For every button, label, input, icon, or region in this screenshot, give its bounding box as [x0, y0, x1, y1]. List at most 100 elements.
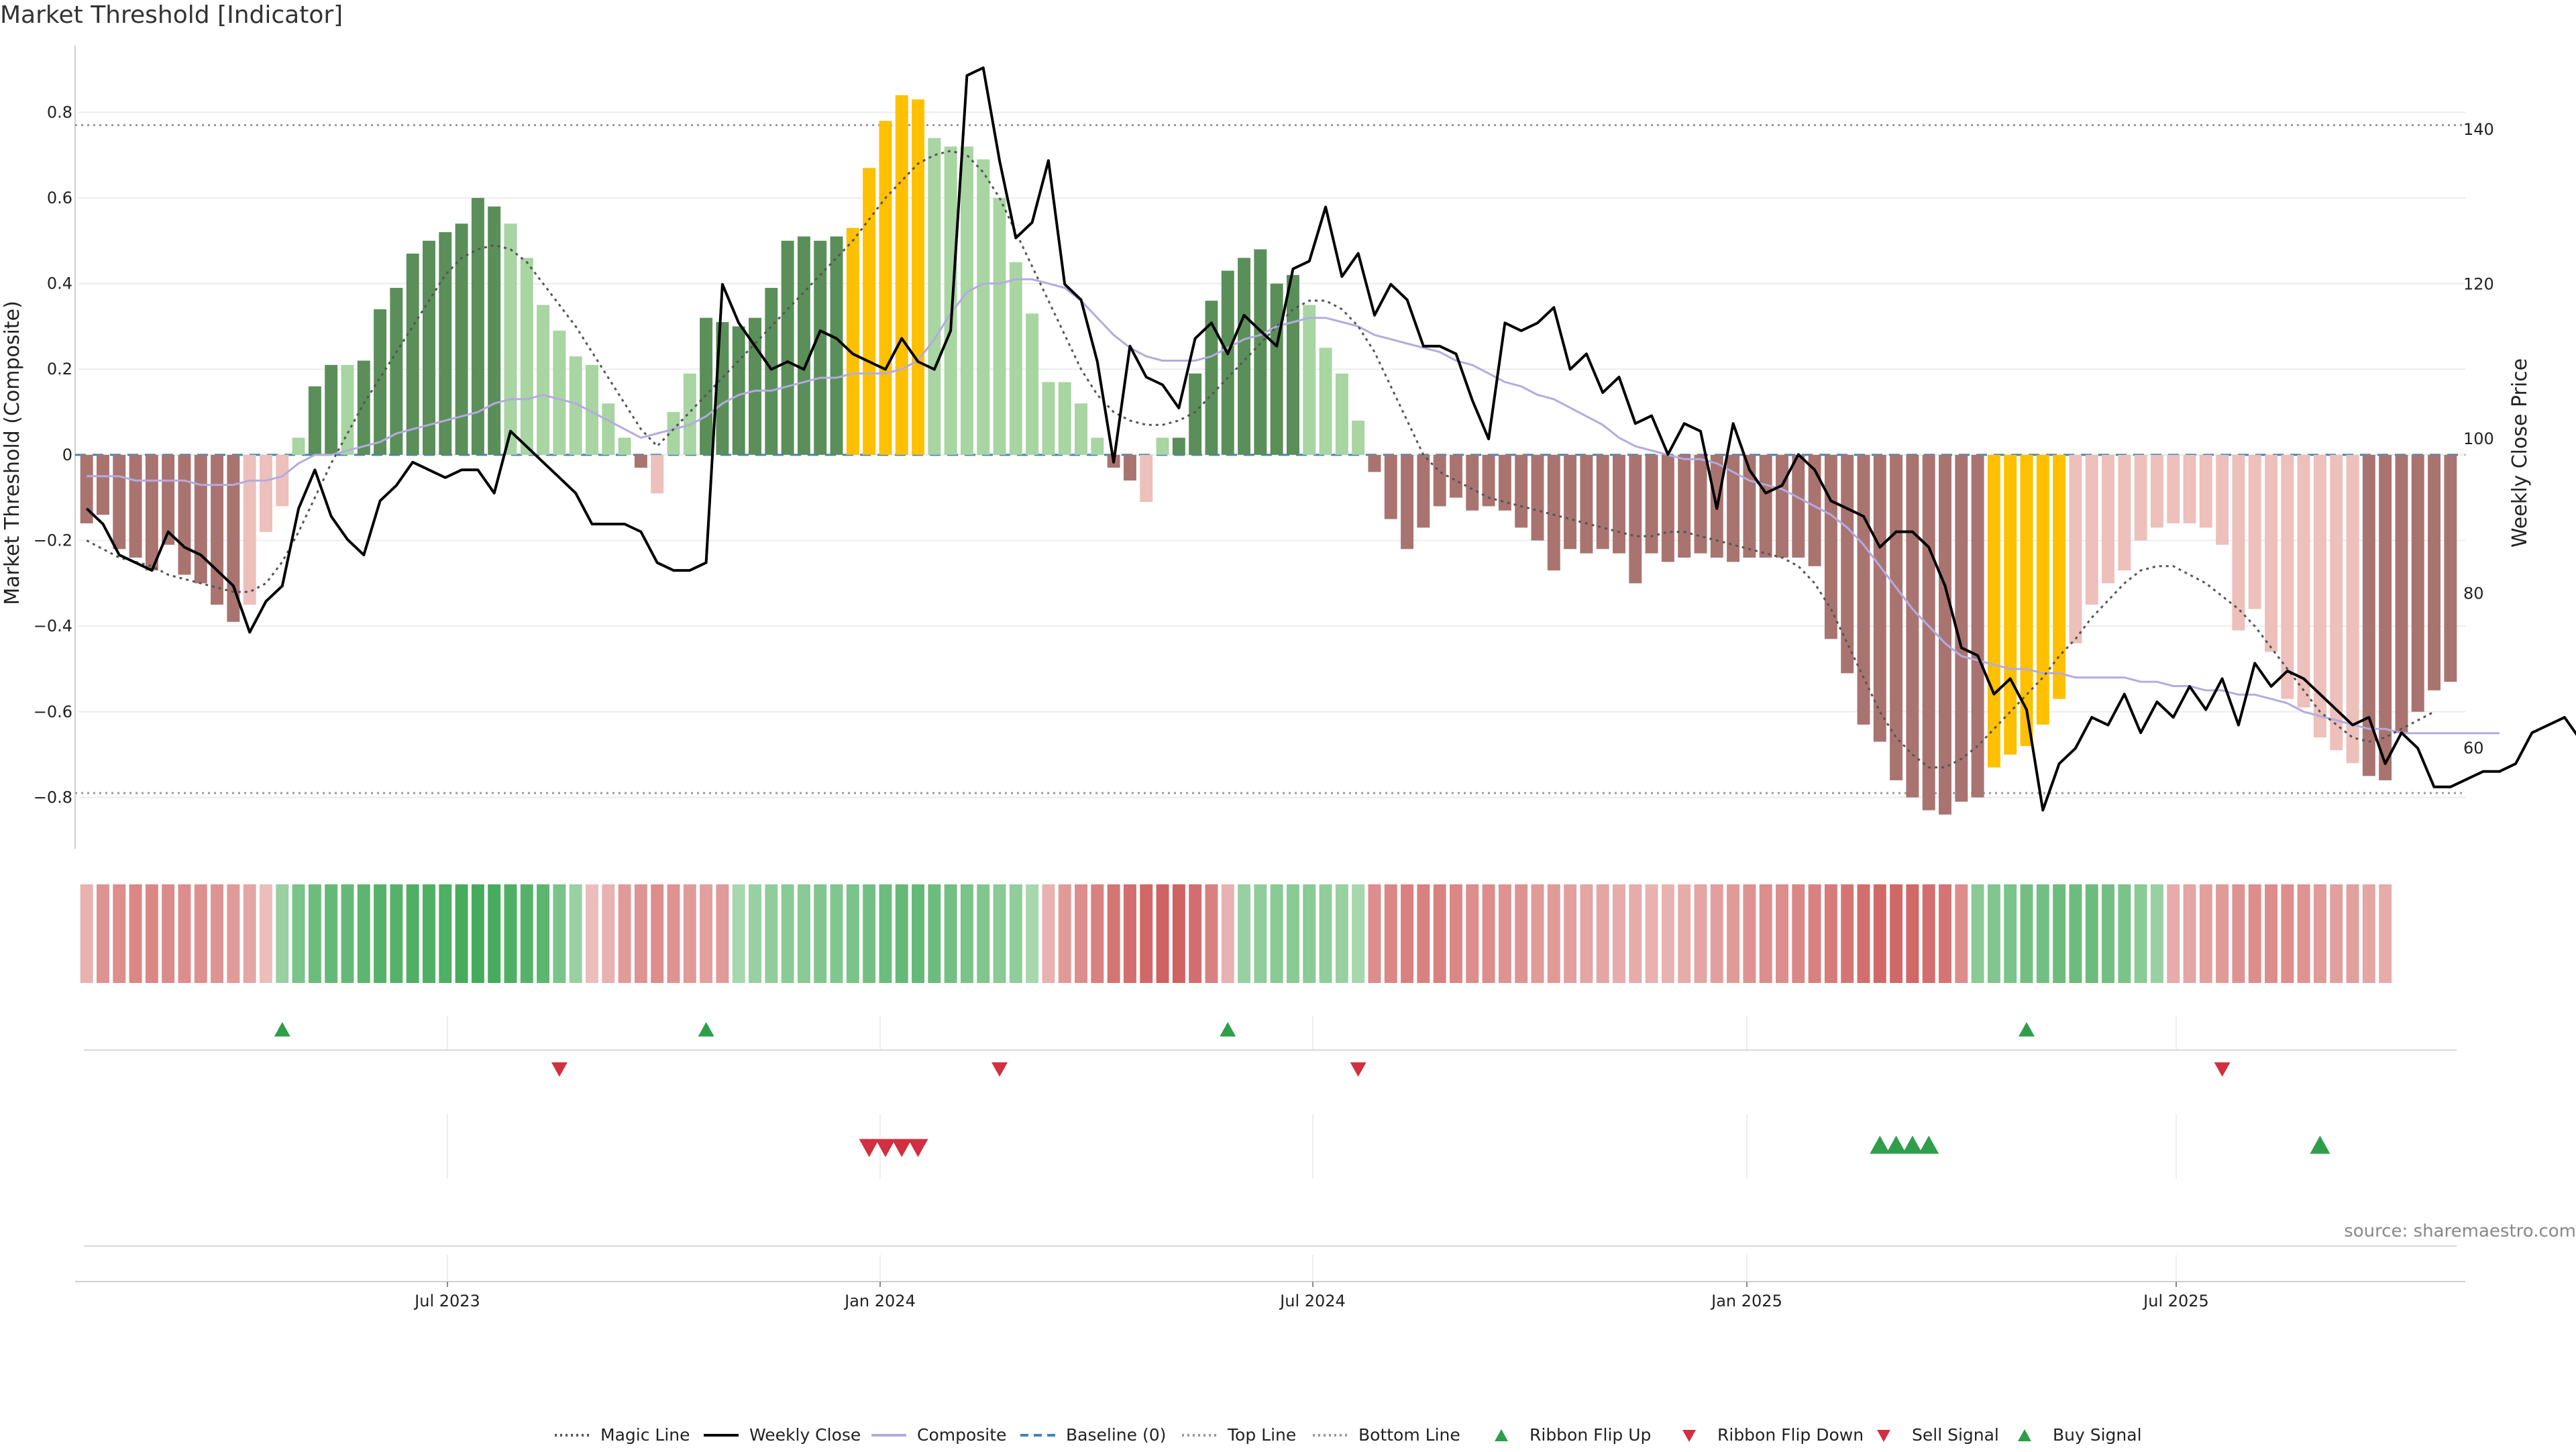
- y-tick-label: −0.4: [34, 617, 72, 635]
- sell-signal-marker: [859, 1139, 879, 1157]
- composite-bar: [2297, 454, 2310, 708]
- composite-bar: [1613, 454, 1625, 554]
- composite-bar: [732, 326, 745, 455]
- composite-bar: [292, 437, 305, 455]
- composite-bar: [1629, 454, 1642, 584]
- buy-signal-marker: [1886, 1135, 1907, 1154]
- composite-bar: [2118, 454, 2131, 571]
- ribbon-cell: [1792, 884, 1805, 983]
- ribbon-flip-up-marker: [1220, 1022, 1236, 1037]
- composite-bar: [341, 364, 354, 455]
- y-tick-label: 0.4: [47, 274, 72, 293]
- composite-bar: [2150, 454, 2163, 528]
- composite-bar: [520, 258, 533, 455]
- ribbon-flip-up-marker: [698, 1022, 714, 1037]
- ribbon-cell: [423, 884, 435, 983]
- ribbon-cell: [341, 884, 354, 983]
- composite-bar: [1221, 270, 1234, 455]
- composite-bar: [618, 437, 631, 455]
- composite-bar: [1335, 373, 1348, 455]
- composite-bar: [1042, 382, 1055, 455]
- composite-bar: [1303, 305, 1316, 455]
- y-tick-label: 0: [62, 446, 72, 464]
- legend-label: Top Line: [1228, 1425, 1297, 1445]
- ribbon-cell: [1156, 884, 1169, 983]
- series-lines: [85, 66, 2576, 812]
- ribbon-flip-up-marker: [2019, 1022, 2035, 1037]
- composite-bar: [1939, 454, 1951, 815]
- composite-bar: [2444, 454, 2457, 682]
- composite-bar: [1368, 454, 1381, 472]
- x-tick-label: Jul 2023: [413, 1292, 480, 1310]
- composite-bar: [2428, 454, 2441, 690]
- ribbon-cell: [1987, 884, 2000, 983]
- ribbon-cell: [1042, 884, 1055, 983]
- ribbon-cell: [2248, 884, 2261, 983]
- composite-bar: [1776, 454, 1788, 558]
- composite-bar: [1205, 301, 1218, 455]
- ribbon-cell: [553, 884, 566, 983]
- ribbon-cell: [863, 884, 876, 983]
- ribbon-cell: [1906, 884, 1919, 983]
- composite-bar: [1352, 420, 1365, 455]
- composite-bar: [96, 454, 109, 515]
- ribbon-cell: [1776, 884, 1788, 983]
- composite-bar: [1759, 454, 1772, 558]
- x-tick-label: Jan 2025: [1710, 1292, 1782, 1310]
- composite-bar: [1792, 454, 1805, 558]
- ribbon-cell: [1417, 884, 1430, 983]
- composite-bar: [830, 236, 843, 455]
- composite-bar: [2167, 454, 2180, 523]
- ribbon-cell: [1824, 884, 1837, 983]
- ribbon-cell: [1678, 884, 1691, 983]
- ribbon-cell: [2297, 884, 2310, 983]
- y2-tick-label: 80: [2463, 584, 2484, 603]
- sell-signal-marker: [908, 1139, 928, 1157]
- y-tick-label: −0.8: [34, 788, 72, 807]
- composite-bar: [1270, 283, 1283, 455]
- x-tick-label: Jul 2024: [1279, 1292, 1346, 1310]
- ribbon-cell: [1205, 884, 1218, 983]
- composite-bar: [1824, 454, 1837, 639]
- composite-bar: [243, 454, 256, 605]
- ribbon-flip-down-marker: [1350, 1062, 1366, 1077]
- triangle-down-icon: [1877, 1429, 1890, 1442]
- ribbon-strip: [80, 884, 2392, 983]
- ribbon-cell: [944, 884, 957, 983]
- composite-bar: [2020, 454, 2033, 746]
- composite-bar: [683, 373, 696, 455]
- y2-tick-label: 120: [2463, 275, 2494, 294]
- composite-bar: [325, 364, 338, 455]
- ribbon-cell: [276, 884, 289, 983]
- ribbon-cell: [1955, 884, 1968, 983]
- composite-bar: [879, 121, 892, 455]
- composite-bar: [1727, 454, 1740, 562]
- composite-bar: [602, 403, 615, 455]
- ribbon-cell: [1482, 884, 1495, 983]
- line-swatch-icon: [1020, 1433, 1055, 1437]
- ribbon-cell: [80, 884, 93, 983]
- composite-bar: [2330, 454, 2343, 751]
- composite-bar: [276, 454, 289, 507]
- ribbon-cell: [1401, 884, 1414, 983]
- composite-bar: [1319, 348, 1332, 455]
- y-axis-ticks: 0.8 0.6 0.4 0.2 0 −0.2 −0.4 −0.6 −0.8: [34, 103, 72, 807]
- composite-bar: [1172, 437, 1185, 455]
- ribbon-cell: [2053, 884, 2066, 983]
- ribbon-cell: [113, 884, 126, 983]
- ribbon-cell: [129, 884, 142, 983]
- ribbon-cell: [912, 884, 924, 983]
- legend-label: Baseline (0): [1066, 1425, 1167, 1445]
- composite-bar: [586, 364, 598, 455]
- ribbon-cell: [1890, 884, 1903, 983]
- ribbon-cell: [1580, 884, 1593, 983]
- ribbon-cell: [1939, 884, 1951, 983]
- ribbon-cell: [227, 884, 240, 983]
- ribbon-cell: [1613, 884, 1625, 983]
- composite-bar: [504, 223, 517, 455]
- legend-item: Buy Signal: [2006, 1425, 2142, 1445]
- legend-item: Weekly Close: [702, 1425, 861, 1445]
- composite-bar: [1547, 454, 1560, 571]
- composite-bar: [1058, 382, 1071, 455]
- y2-tick-label: 100: [2463, 429, 2494, 448]
